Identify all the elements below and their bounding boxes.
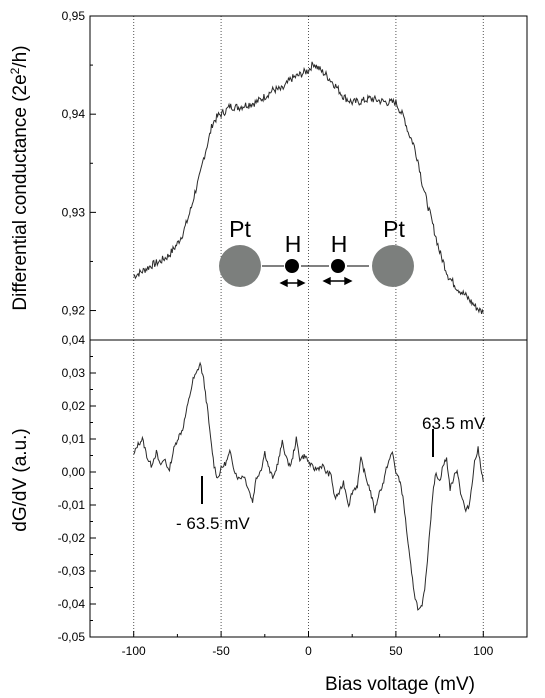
h-right-vibration-arrow [322, 276, 353, 286]
bottom-y-tick-label: -0,04 [58, 597, 86, 611]
top-panel-grid [133, 16, 484, 340]
pt-atom-right [372, 245, 414, 287]
x-tick-label: 50 [389, 644, 403, 658]
pt-label-left: Pt [229, 216, 251, 242]
bottom-y-tick-label: 0,03 [62, 366, 86, 380]
x-tick-label: 0 [305, 644, 312, 658]
bottom-y-tick-label: -0,03 [58, 564, 86, 578]
h-left-vibration-arrow [279, 278, 306, 288]
x-tick-label: -100 [122, 644, 146, 658]
pt-h-h-pt-inset: Pt Pt H H [219, 216, 414, 288]
bottom-panel-grid [133, 340, 484, 637]
annotation-positive-peak: 63.5 mV [422, 414, 486, 433]
h-atom-left [285, 259, 299, 273]
top-y-axis-title: Differential conductance (2e2/h) [8, 45, 31, 310]
top-y-tick-label: 0,95 [62, 9, 86, 23]
peak-annotations: 63.5 mV - 63.5 mV [176, 414, 486, 533]
top-y-tick-label: 0,94 [62, 107, 86, 121]
top-y-tick-label: 0,92 [62, 304, 86, 318]
pt-label-right: Pt [383, 216, 405, 242]
x-tick-label: -50 [212, 644, 230, 658]
x-axis-title: Bias voltage (mV) [325, 674, 475, 695]
top-y-tick-label: 0,93 [62, 205, 86, 219]
x-tick-label: 100 [473, 644, 493, 658]
annotation-negative-peak: - 63.5 mV [176, 514, 250, 533]
axis-break-label: 0,04 [62, 333, 86, 347]
bottom-y-tick-label: -0,05 [58, 630, 86, 644]
bottom-panel-ticks: 0,03 0,02 0,01 0,00 -0,01 -0,02 -0,03 -0,04 -0,0… [58, 356, 494, 658]
pt-atom-left [219, 245, 261, 287]
bottom-y-axis-title: dG/dV (a.u.) [10, 428, 31, 532]
bottom-y-tick-label: -0,01 [58, 498, 86, 512]
conductance-line [133, 61, 484, 315]
bottom-y-tick-label: 0,02 [62, 399, 86, 413]
bottom-y-tick-label: -0,02 [58, 531, 86, 545]
bottom-y-tick-label: 0,00 [62, 465, 86, 479]
bottom-y-tick-label: 0,01 [62, 432, 86, 446]
h-atom-right [331, 259, 345, 273]
dgdv-line [133, 361, 484, 611]
h-label-right: H [331, 231, 348, 257]
top-panel-y-ticks: 0,92 0,93 0,94 0,95 0,04 [62, 9, 96, 347]
h-label-left: H [285, 231, 302, 257]
